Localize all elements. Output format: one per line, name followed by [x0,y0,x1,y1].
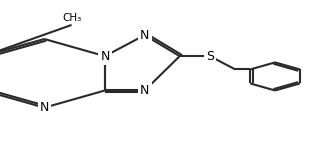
Text: N: N [100,50,110,63]
Text: N: N [140,84,149,97]
Text: S: S [206,50,214,63]
Text: N: N [140,29,149,42]
Text: CH₃: CH₃ [62,13,81,23]
Text: N: N [40,101,49,114]
